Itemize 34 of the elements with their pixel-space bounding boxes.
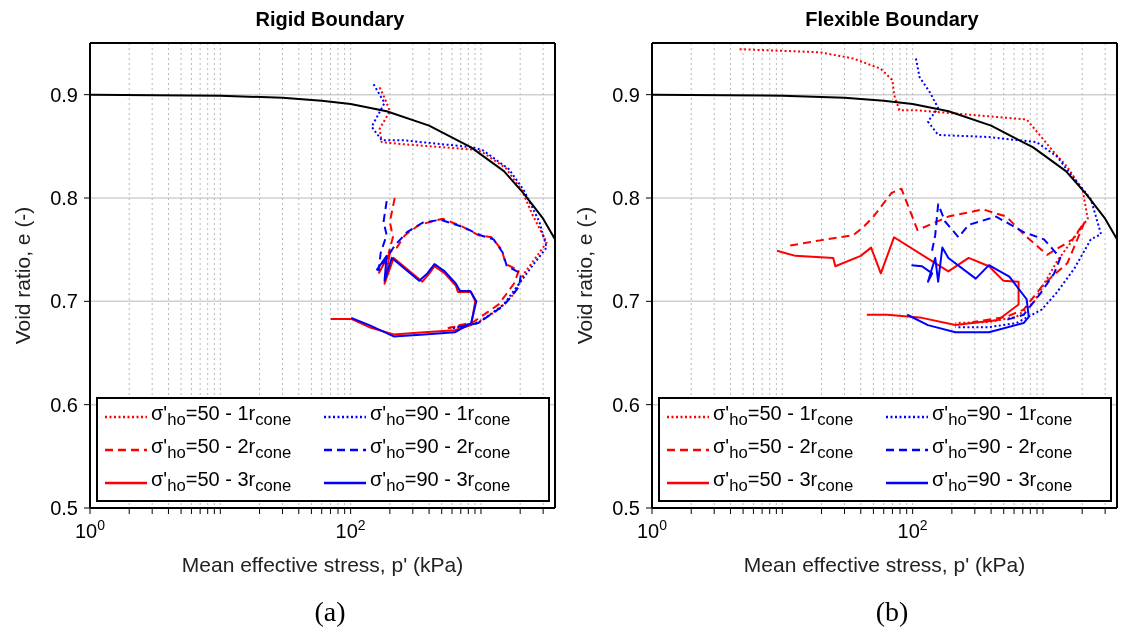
y-tick-label: 0.6 <box>612 393 640 416</box>
chart-title: Rigid Boundary <box>254 8 406 32</box>
legend-label: σ'$_{ho}$=90 - 3r$_{cone}$ <box>370 467 511 497</box>
y-tick-label: 0.8 <box>50 187 78 209</box>
y-tick-label: 0.7 <box>612 290 640 313</box>
legend-label: σ'$_{ho}$=90 - 2r$_{cone}$ <box>932 434 1073 464</box>
legend-label: σ'$_{ho}$=50 - 2r$_{cone}$ <box>713 434 854 464</box>
legend-label: σ'$_{ho}$=90 - 2r$_{cone}$ <box>370 434 511 464</box>
text: (b) <box>874 596 910 628</box>
x-tick-label: 10$^{0}$ <box>74 517 106 542</box>
x-tick-label: 10$^{2}$ <box>897 517 928 542</box>
chart-title: Flexible Boundary <box>804 8 980 32</box>
legend-label: σ'$_{ho}$=50 - 1r$_{cone}$ <box>713 401 854 431</box>
y-tick-label: 0.8 <box>612 187 640 209</box>
legend-label: σ'$_{ho}$=90 - 3r$_{cone}$ <box>932 467 1073 497</box>
y-axis-title: Void ratio, e (-) <box>11 206 34 345</box>
x-axis-title: Mean effective stress, p' (kPa) <box>743 553 1026 576</box>
legend-label: σ'$_{ho}$=50 - 3r$_{cone}$ <box>713 467 854 497</box>
legend-label: σ'$_{ho}$=90 - 1r$_{cone}$ <box>370 401 511 431</box>
legend-label: σ'$_{ho}$=50 - 3r$_{cone}$ <box>151 467 292 497</box>
y-tick-label: 0.7 <box>50 290 78 313</box>
text: (a) <box>313 596 347 628</box>
legend-label: σ'$_{ho}$=50 - 2r$_{cone}$ <box>151 434 292 464</box>
y-axis-title: Void ratio, e (-) <box>573 206 596 345</box>
y-tick-label: 0.5 <box>50 497 78 519</box>
y-tick-label: 0.9 <box>612 83 640 106</box>
x-axis-title: Mean effective stress, p' (kPa) <box>181 553 464 576</box>
y-tick-label: 0.6 <box>50 393 78 416</box>
y-tick-label: 0.9 <box>50 83 78 106</box>
y-tick-label: 0.5 <box>612 497 640 519</box>
x-tick-label: 10$^{0}$ <box>636 517 668 542</box>
legend-label: σ'$_{ho}$=90 - 1r$_{cone}$ <box>932 401 1073 431</box>
x-tick-label: 10$^{2}$ <box>335 517 366 542</box>
legend-label: σ'$_{ho}$=50 - 1r$_{cone}$ <box>151 401 292 431</box>
